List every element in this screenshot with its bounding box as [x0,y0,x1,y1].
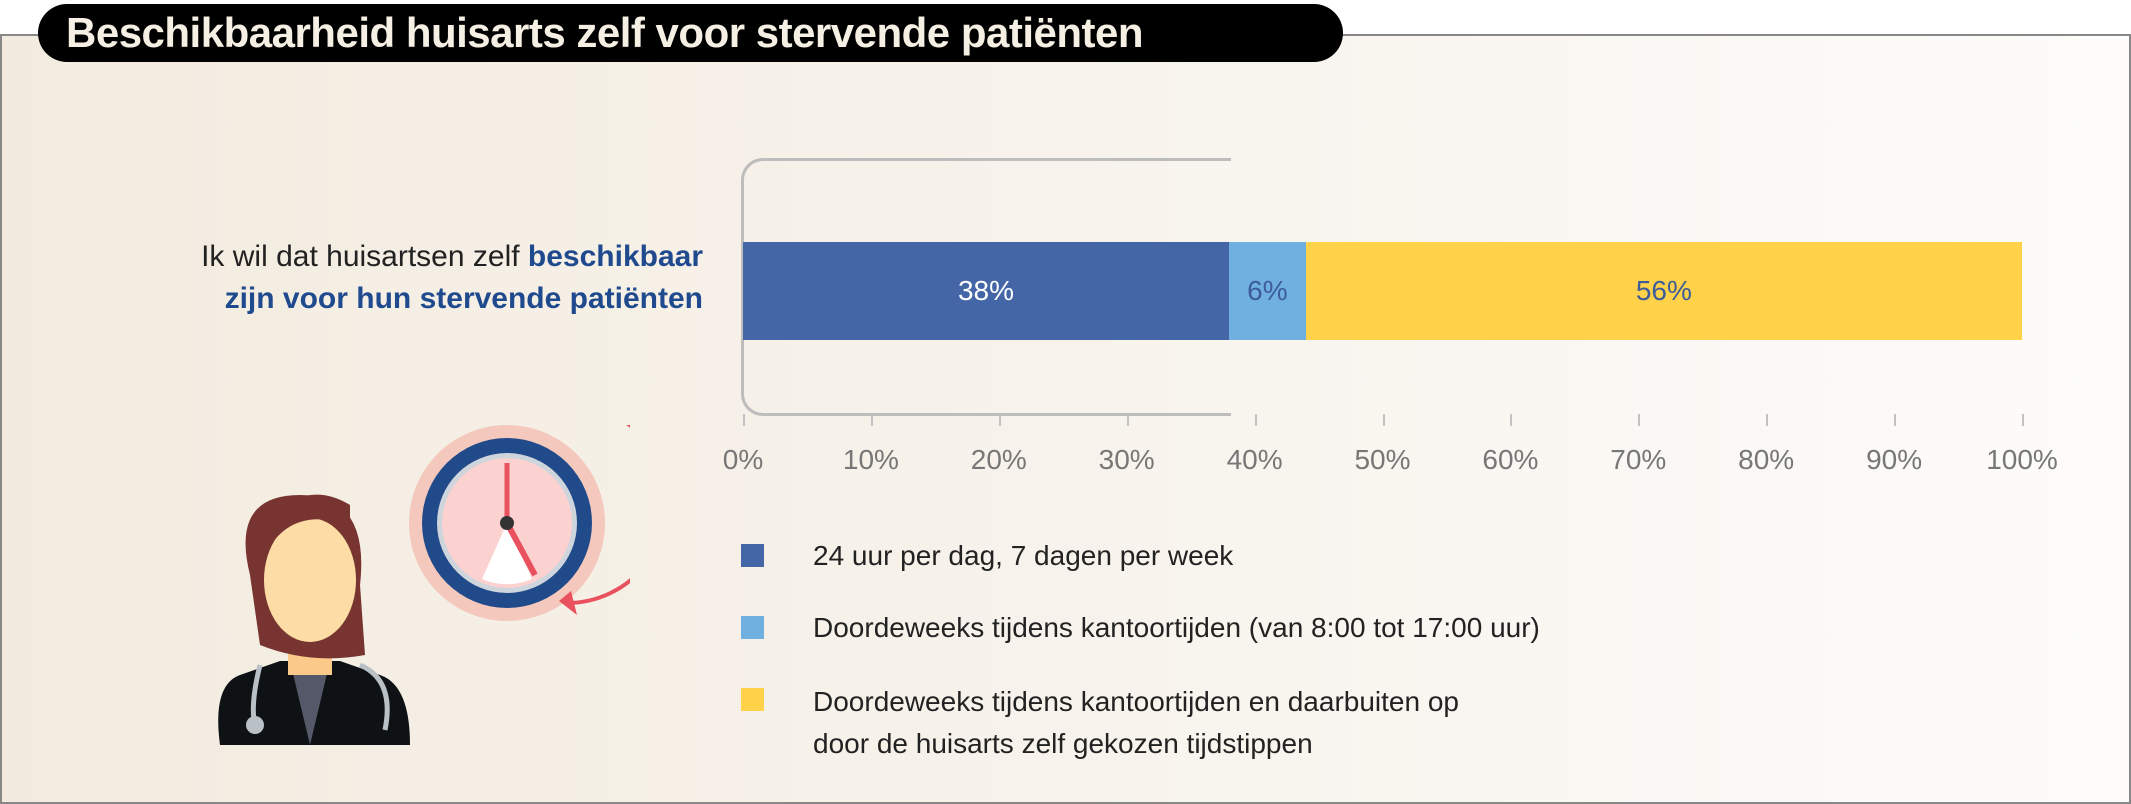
clock-icon [409,425,630,621]
x-tick-label: 80% [1738,444,1795,475]
bar-segment-2: 56% [1305,242,2022,340]
x-tick-label: 60% [1482,444,1539,475]
label-bold-2: zijn voor hun stervende patiënten [224,282,703,315]
legend-label-office-hours: Doordeweeks tijdens kantoortijden (van 8… [813,612,1540,643]
x-tick-label: 50% [1354,444,1411,475]
axis-bracket [741,158,1231,416]
bar-segment-1: 6% [1229,242,1306,340]
legend-swatch-office-hours [741,616,764,639]
legend-label-office-plus-chosen-1: Doordeweeks tijdens kantoortijden en daa… [813,686,1459,717]
data-label: 56% [1635,275,1692,306]
x-tick [998,414,1001,426]
x-tick [1638,414,1641,426]
legend-swatch-office-plus-chosen [741,688,764,711]
data-label: 38% [957,275,1015,306]
legend-label-24-7: 24 uur per dag, 7 dagen per week [813,540,1234,571]
x-tick-label: 70% [1610,444,1667,475]
x-tick [2022,414,2024,426]
label-plain: Ik wil dat huisartsen zelf [201,240,528,273]
category-label: Ik wil dat huisartsen zelf beschikbaar zi… [201,236,703,320]
x-tick [1254,414,1257,426]
x-tick-label: 30% [1098,444,1155,475]
bar-segment-0: 38% [743,242,1230,340]
page-title: Beschikbaarheid huisarts zelf voor sterv… [38,4,1343,62]
doctor-icon [218,494,410,745]
legend-swatch-24-7 [741,544,764,567]
x-tick [1382,414,1385,426]
legend-label-office-plus-chosen-2: door de huisarts zelf gekozen tijdstippe… [813,728,1313,759]
x-tick-label: 0% [722,444,764,475]
x-tick [1766,414,1769,426]
x-tick-label: 10% [842,444,899,475]
x-tick-label: 40% [1226,444,1283,475]
x-tick [1894,414,1897,426]
x-tick-label: 20% [970,444,1027,475]
x-tick [743,414,745,426]
doctor-clock-illustration [218,425,630,745]
data-label: 6% [1247,275,1288,306]
x-tick [1510,414,1513,426]
x-tick-label: 100% [1986,444,2058,475]
x-tick [1126,414,1129,426]
x-tick-label: 90% [1866,444,1923,475]
label-bold-1: beschikbaar [527,240,703,273]
x-tick [870,414,873,426]
